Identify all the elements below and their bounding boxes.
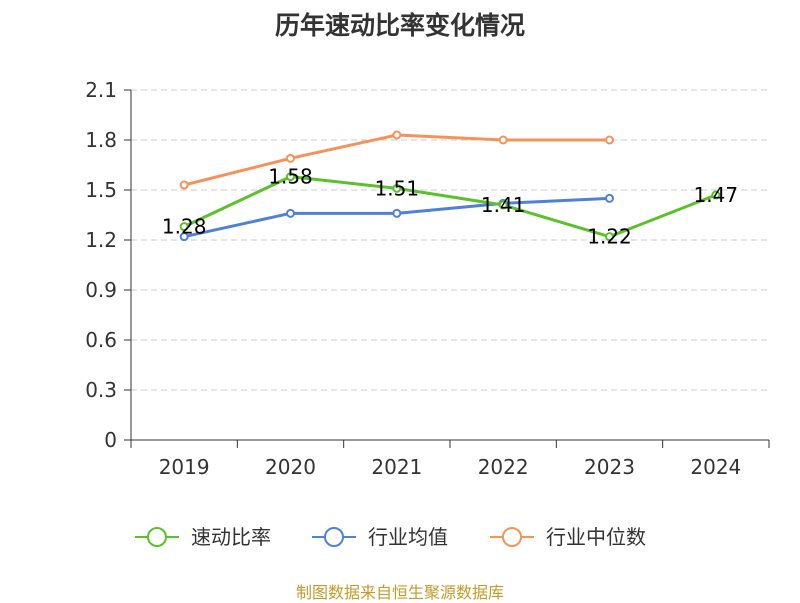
series-line	[183, 175, 717, 239]
x-tick-label: 2021	[371, 455, 422, 479]
data-point	[605, 135, 614, 145]
y-tick-label: 2.1	[85, 78, 117, 102]
x-tick-label: 2024	[690, 455, 741, 479]
data-label: 1.28	[162, 215, 207, 239]
legend-item[interactable]: 行业中位数	[490, 525, 646, 549]
data-point	[179, 180, 189, 190]
series-lines	[179, 130, 721, 242]
data-point	[498, 200, 508, 210]
data-label: 1.51	[375, 176, 420, 200]
data-point	[286, 172, 295, 182]
data-point	[605, 232, 614, 242]
axes: 0 0.3 0.6 0.9 1.2 1.5 1.8 2.1 2019 2020 2021 2022 20…	[85, 78, 770, 479]
legend-label: 行业中位数	[546, 525, 646, 549]
data-label: 1.22	[587, 225, 632, 249]
x-tick-label: 2019	[159, 455, 210, 479]
data-labels: 1.28 1.58 1.51 1.41 1.22 1.47	[162, 165, 738, 249]
x-tick-label: 2022	[478, 455, 529, 479]
y-tick-label: 0.9	[85, 278, 117, 302]
y-tick-label: 0.6	[85, 328, 117, 352]
data-label: 1.58	[268, 165, 313, 189]
y-tick-label: 0	[104, 428, 117, 452]
data-point	[286, 208, 295, 218]
data-point	[605, 193, 614, 203]
data-point	[392, 208, 402, 218]
x-tick-label: 2020	[265, 455, 316, 479]
legend-marker	[147, 527, 167, 547]
y-tick-label: 0.3	[85, 378, 117, 402]
x-tick-label: 2023	[584, 455, 635, 479]
legend-item[interactable]: 速动比率	[135, 525, 271, 549]
grid-lines	[131, 89, 769, 391]
data-label: 1.47	[694, 183, 739, 207]
data-point	[286, 153, 295, 163]
data-point	[392, 130, 402, 140]
legend-marker	[502, 527, 522, 547]
y-tick-label: 1.5	[85, 178, 117, 202]
legend-label: 速动比率	[191, 525, 271, 549]
source-footer: 制图数据来自恒生聚源数据库	[295, 583, 504, 602]
y-tick-label: 1.2	[85, 228, 117, 252]
legend-marker	[324, 527, 344, 547]
legend[interactable]: 速动比率 行业均值 行业中位数	[135, 525, 646, 549]
y-tick-label: 1.8	[85, 128, 117, 152]
legend-label: 行业均值	[368, 525, 448, 549]
data-label: 1.41	[481, 193, 526, 217]
data-point	[179, 232, 189, 242]
legend-item[interactable]: 行业均值	[312, 525, 448, 549]
chart-title: 历年速动比率变化情况	[274, 11, 525, 40]
data-point	[392, 183, 402, 193]
data-point	[711, 190, 721, 200]
data-point	[179, 222, 189, 232]
data-point	[498, 135, 508, 145]
